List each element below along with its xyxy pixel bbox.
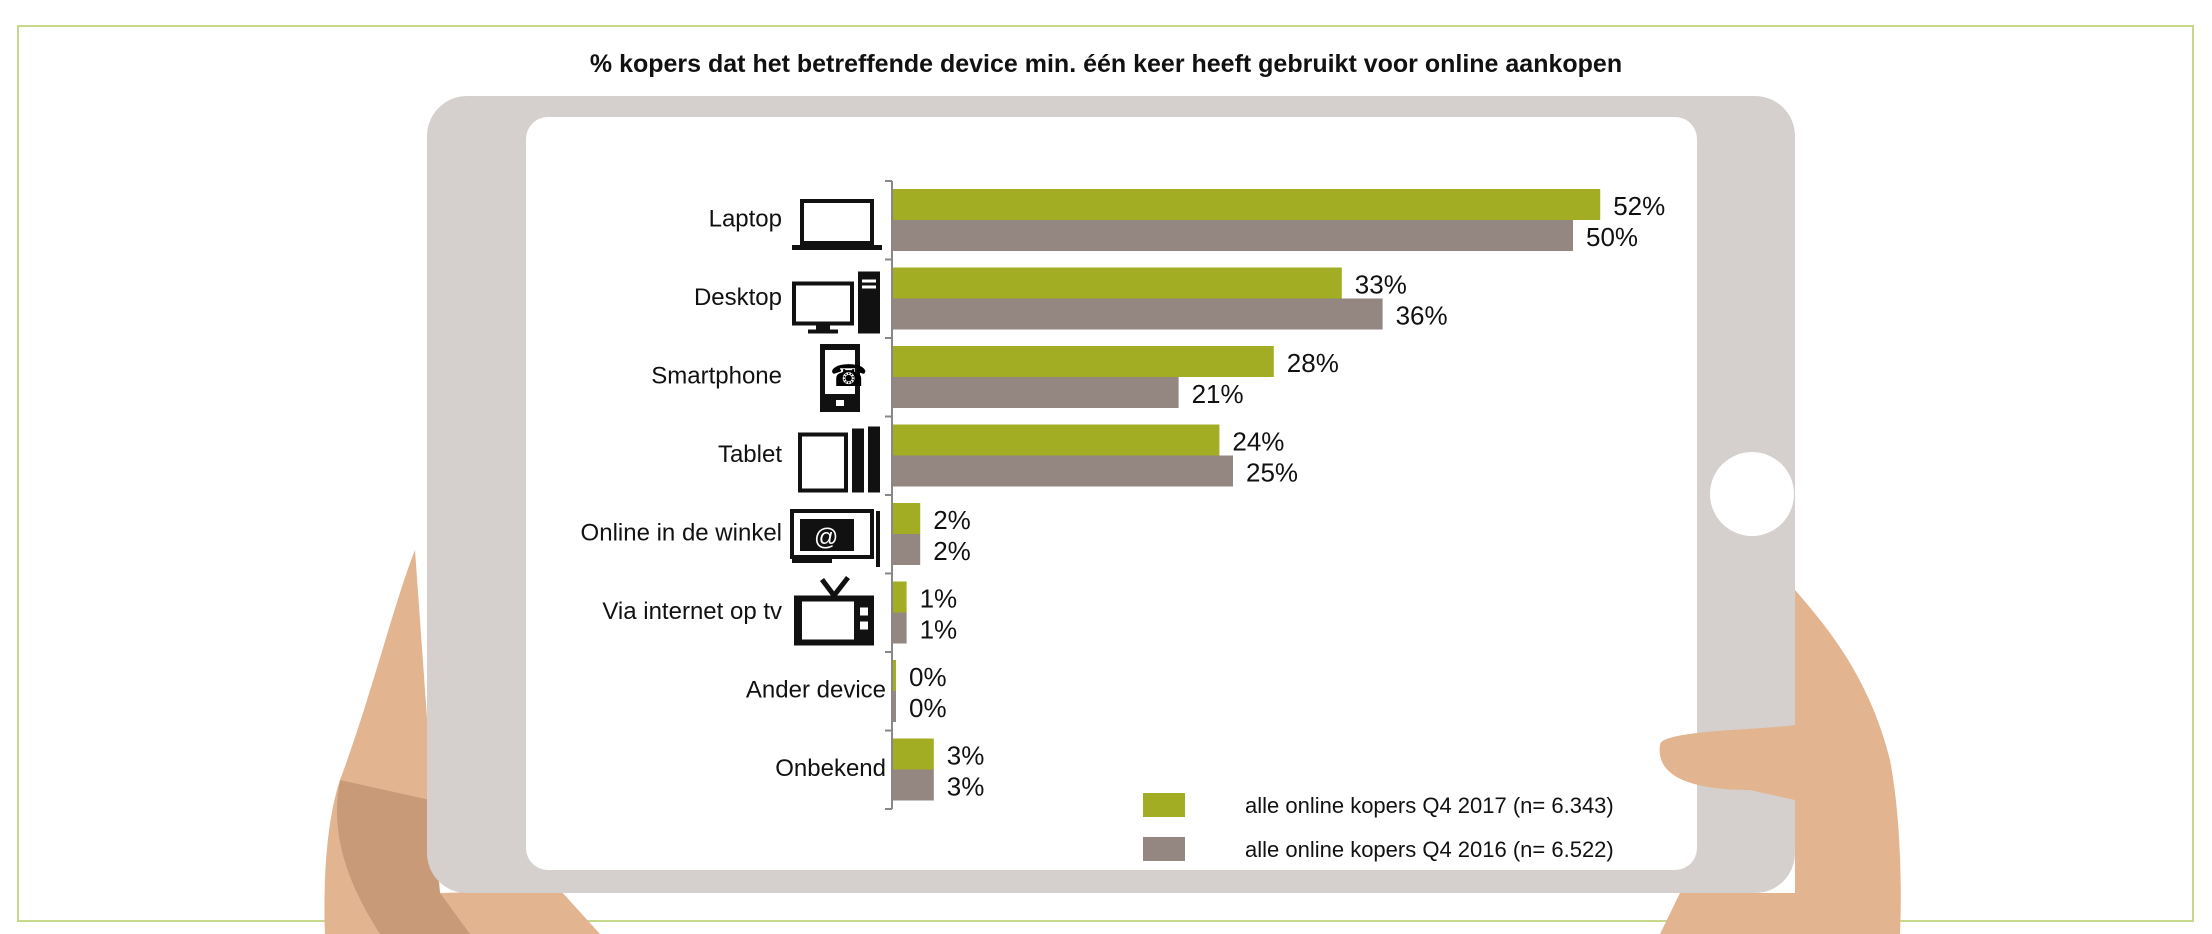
category-label: Smartphone (651, 362, 782, 389)
data-label: 25% (1246, 458, 1298, 488)
bar-2016 (893, 455, 1233, 487)
legend-label: alle online kopers Q4 2016 (n= 6.522) (1245, 837, 1614, 862)
bar-2016 (893, 298, 1383, 330)
smartphone-icon: ☎ (820, 344, 867, 412)
chart-frame (17, 25, 2194, 922)
data-label: 2% (933, 536, 971, 566)
bar-2017 (893, 424, 1220, 456)
data-label: 3% (947, 772, 985, 802)
category-label: Via internet op tv (602, 598, 782, 625)
bar-2017 (893, 503, 921, 534)
data-label: 28% (1287, 348, 1339, 378)
data-label: 36% (1396, 301, 1448, 331)
data-label: 24% (1232, 427, 1284, 457)
category-label: Desktop (694, 284, 782, 311)
bar-2017 (893, 581, 907, 613)
in-store-terminal-icon: @ (790, 509, 880, 567)
data-label: 0% (909, 662, 947, 692)
category-label: Online in de winkel (581, 519, 782, 546)
bar-2016 (893, 769, 934, 801)
category-label: Tablet (718, 441, 782, 468)
data-label: 21% (1192, 379, 1244, 409)
left-hand-shadow (336, 780, 470, 934)
data-label: 0% (909, 693, 947, 723)
home-button (1710, 452, 1794, 536)
legend-label: alle online kopers Q4 2017 (n= 6.343) (1245, 793, 1614, 818)
category-label: Laptop (709, 205, 782, 232)
data-label: 2% (933, 505, 971, 535)
svg-text:@: @ (814, 524, 838, 551)
bar-2017 (893, 660, 896, 691)
bar-chart: Laptop 52%50% Desktop 33%36% Smartphone ☎ 28% 2… (581, 180, 1665, 862)
chart-title: % kopers dat het betreffende device min.… (589, 50, 1623, 78)
right-thumb (1659, 725, 1795, 800)
category-label: Ander device (746, 676, 886, 703)
data-label: 33% (1355, 270, 1407, 300)
bar-2016 (893, 612, 907, 644)
desktop-icon (792, 271, 880, 334)
legend-swatch (1143, 837, 1185, 861)
legend-swatch (1143, 793, 1185, 817)
bar-2016 (893, 220, 1573, 251)
data-label: 1% (920, 584, 958, 614)
tv-icon (794, 575, 874, 646)
data-label: 52% (1613, 191, 1665, 221)
bar-2017 (893, 267, 1342, 299)
svg-text:☎: ☎ (830, 360, 867, 393)
bar-2017 (893, 189, 1601, 220)
bar-2017 (893, 738, 934, 770)
data-label: 1% (920, 615, 958, 645)
bar-2016 (893, 377, 1179, 408)
laptop-icon (792, 199, 882, 250)
right-thumb-skin (1795, 714, 1860, 800)
tablet-icon (798, 426, 880, 493)
category-label: Onbekend (775, 755, 886, 782)
bar-2016 (893, 534, 921, 565)
data-label: 50% (1586, 222, 1638, 252)
bar-2017 (893, 346, 1274, 377)
right-hand (1660, 590, 1901, 934)
data-label: 3% (947, 741, 985, 771)
bar-2016 (893, 691, 896, 722)
